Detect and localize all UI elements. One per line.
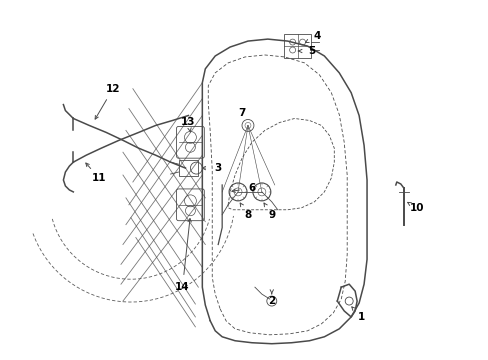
Text: 13: 13	[181, 117, 195, 127]
Text: 12: 12	[105, 84, 120, 94]
Text: 7: 7	[238, 108, 245, 117]
Text: 4: 4	[313, 31, 321, 41]
Text: 2: 2	[267, 296, 275, 306]
Text: 1: 1	[357, 312, 364, 322]
Text: 9: 9	[268, 210, 275, 220]
Text: 14: 14	[175, 282, 189, 292]
Text: 8: 8	[244, 210, 251, 220]
Bar	[178, 160, 198, 176]
Text: 10: 10	[408, 203, 423, 213]
Text: 3: 3	[214, 163, 222, 173]
Text: 6: 6	[248, 183, 255, 193]
Bar	[283, 34, 311, 58]
Text: 5: 5	[307, 46, 314, 56]
Text: 11: 11	[92, 173, 106, 183]
